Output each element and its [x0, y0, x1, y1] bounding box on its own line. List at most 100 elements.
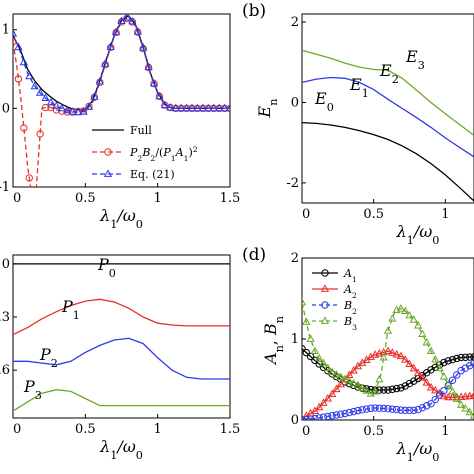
data-point — [469, 391, 474, 399]
data-point — [13, 29, 18, 37]
data-point — [435, 363, 444, 372]
x-tick-label: 0.5 — [363, 207, 384, 222]
x-tick-label: 0 — [13, 422, 21, 437]
data-point — [456, 400, 466, 408]
data-point — [122, 14, 132, 21]
data-point — [52, 106, 61, 114]
data-point — [461, 353, 470, 362]
data-point — [101, 59, 110, 67]
data-point — [177, 103, 186, 112]
data-point — [465, 391, 474, 400]
x-tick-label: 1.5 — [220, 191, 241, 206]
data-point — [466, 362, 474, 370]
x-tick-label: 1 — [441, 424, 449, 439]
legend-marker-ratio — [104, 148, 112, 156]
data-point — [405, 359, 414, 368]
x-tick-label: 1 — [154, 191, 162, 206]
data-point — [144, 62, 153, 71]
data-point — [461, 392, 470, 400]
data-point — [324, 412, 332, 420]
legend-entry-b2: B2 — [343, 299, 357, 316]
data-point — [14, 75, 23, 83]
data-point — [469, 411, 474, 419]
data-point — [306, 415, 315, 420]
legend-entry-b3: B3 — [343, 315, 357, 332]
data-point — [435, 391, 444, 399]
x-tick-label: 0 — [302, 207, 310, 222]
data-point — [332, 384, 341, 393]
data-point — [117, 18, 126, 26]
data-point — [95, 76, 104, 85]
data-point — [319, 398, 328, 406]
data-point — [302, 317, 311, 325]
data-point — [453, 371, 461, 379]
data-point — [101, 61, 109, 69]
data-point — [431, 355, 440, 363]
data-point — [431, 385, 440, 394]
data-point — [25, 174, 33, 182]
series-line-b3 — [302, 302, 474, 417]
data-point — [128, 16, 137, 25]
y-tick-label: 0 — [291, 95, 299, 110]
data-point — [401, 355, 410, 363]
data-point — [448, 355, 457, 364]
data-point — [319, 413, 328, 420]
data-point — [111, 27, 121, 36]
data-point — [160, 100, 170, 109]
data-point — [63, 105, 72, 114]
data-point — [302, 416, 306, 420]
data-point — [383, 326, 393, 334]
data-point — [384, 404, 392, 413]
legend-marker — [320, 316, 330, 324]
data-point — [457, 366, 465, 375]
data-point — [380, 404, 388, 413]
data-point — [444, 392, 453, 401]
data-point — [349, 366, 358, 374]
data-point — [96, 78, 104, 87]
series-line-e0 — [302, 121, 474, 202]
data-point — [220, 103, 229, 112]
x-tick-label: 1 — [441, 207, 449, 222]
data-point — [422, 378, 431, 386]
data-point — [187, 103, 197, 112]
data-point — [52, 101, 61, 109]
data-point — [302, 415, 310, 420]
data-point — [20, 124, 28, 132]
data-point — [401, 306, 410, 315]
data-point — [413, 320, 423, 329]
legend-entry-a2: A2 — [343, 283, 357, 300]
data-point — [405, 406, 414, 414]
data-point — [358, 406, 366, 414]
data-point — [306, 352, 315, 361]
data-point — [383, 346, 393, 355]
data-point — [379, 352, 388, 361]
data-point — [405, 379, 414, 388]
y-tick-label: 2 — [291, 15, 299, 30]
data-point — [306, 334, 315, 342]
data-point — [448, 376, 457, 385]
data-point — [139, 43, 148, 51]
data-point — [340, 374, 350, 383]
data-point — [427, 400, 435, 408]
data-point — [409, 363, 418, 372]
data-point — [30, 81, 39, 90]
series-line-full — [13, 14, 230, 111]
data-point — [204, 103, 213, 112]
data-point — [209, 103, 218, 112]
legend-marker — [321, 301, 329, 309]
data-point — [345, 408, 353, 417]
data-point — [401, 406, 409, 414]
x-tick-label: 0.5 — [75, 191, 96, 206]
x-tick-label: 0 — [302, 424, 310, 439]
data-point — [423, 402, 431, 410]
legend-entry-a1: A1 — [343, 267, 357, 284]
data-point — [332, 411, 341, 419]
data-point — [345, 376, 354, 385]
data-point — [392, 405, 401, 414]
series-line-p3 — [13, 389, 230, 412]
series-line-p2 — [13, 337, 230, 380]
data-point — [349, 378, 358, 387]
